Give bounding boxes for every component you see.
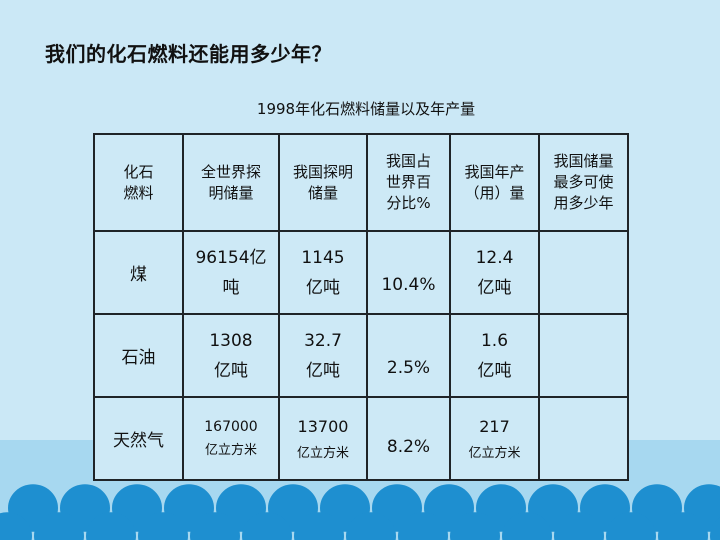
wave-bump xyxy=(398,512,448,540)
cell-china-reserve: 1145 亿吨 xyxy=(278,230,368,315)
wave-bump xyxy=(34,512,84,540)
table-row-coal: 煤 96154亿 吨 1145 亿吨 10.4% xyxy=(93,230,629,315)
china-unit: 亿吨 xyxy=(305,360,340,381)
table-row-oil: 石油 1308 亿吨 32.7 亿吨 2.5% xyxy=(93,313,629,398)
cell-china-reserve: 32.7 亿吨 xyxy=(278,313,368,398)
fuel-reserve-table: 化石 燃料 全世界探 明储量 我国探明 储量 xyxy=(93,133,629,481)
wave-row-front xyxy=(0,512,720,540)
wave-bump xyxy=(606,512,656,540)
cell-annual-output: 12.4 亿吨 xyxy=(449,230,540,315)
cell-share-percent: 10.4% xyxy=(366,230,451,315)
wave-bump xyxy=(86,512,136,540)
header-fuel-line1: 化石 xyxy=(123,162,154,181)
wave-bump xyxy=(294,512,344,540)
wave-bump xyxy=(138,512,188,540)
world-value: 167000 xyxy=(204,418,258,435)
cell-annual-output: 217 亿立方米 xyxy=(449,396,540,481)
wave-bump xyxy=(0,512,32,540)
table-row-natural-gas: 天然气 167000 亿立方米 13700 亿立方米 8.2% xyxy=(93,396,629,481)
header-fuel: 化石 燃料 xyxy=(93,133,184,232)
china-value: 32.7 xyxy=(304,330,342,351)
cell-world-reserve: 167000 亿立方米 xyxy=(182,396,280,481)
cell-world-reserve: 1308 亿吨 xyxy=(182,313,280,398)
annual-value: 217 xyxy=(479,416,510,436)
share-percent: 2.5% xyxy=(386,357,431,378)
wave-decoration xyxy=(0,484,720,540)
header-share-percent: 我国占 世界百 分比% xyxy=(366,133,451,232)
header-share-line3: 分比% xyxy=(386,194,431,212)
cell-annual-output: 1.6 亿吨 xyxy=(449,313,540,398)
annual-value: 1.6 xyxy=(480,330,509,351)
annual-value: 12.4 xyxy=(475,247,514,268)
annual-unit: 亿吨 xyxy=(477,277,512,298)
header-years-line3: 用多少年 xyxy=(553,194,614,212)
cell-world-reserve: 96154亿 吨 xyxy=(182,230,280,315)
header-china-line2: 储量 xyxy=(307,183,338,202)
row-fuel-name: 天然气 xyxy=(93,396,184,481)
header-fuel-line2: 燃料 xyxy=(123,183,154,202)
share-percent: 10.4% xyxy=(381,274,436,295)
header-years-line2: 最多可使 xyxy=(553,173,614,191)
header-china-line1: 我国探明 xyxy=(292,162,353,181)
header-annual-line1: 我国年产 xyxy=(464,162,525,181)
wave-bump xyxy=(502,512,552,540)
table-caption: 1998年化石燃料储量以及年产量 xyxy=(256,100,476,118)
header-share-line2: 世界百 xyxy=(385,173,431,191)
header-china-reserve: 我国探明 储量 xyxy=(278,133,368,232)
header-years-left: 我国储量 最多可使 用多少年 xyxy=(538,133,629,232)
world-value: 1308 xyxy=(209,330,253,351)
slide-title: 我们的化石燃料还能用多少年？ xyxy=(45,42,332,66)
cell-share-percent: 2.5% xyxy=(366,313,451,398)
cell-china-reserve: 13700 亿立方米 xyxy=(278,396,368,481)
cell-years-left xyxy=(538,230,629,315)
header-share-line1: 我国占 xyxy=(385,152,431,170)
header-annual-line2: （用）量 xyxy=(464,183,525,202)
wave-bump xyxy=(554,512,604,540)
share-percent: 8.2% xyxy=(386,436,431,457)
header-world-line2: 明储量 xyxy=(208,183,254,202)
wave-bump xyxy=(450,512,500,540)
wave-bump xyxy=(242,512,292,540)
wave-bump xyxy=(190,512,240,540)
table-container: 化石 燃料 全世界探 明储量 我国探明 储量 xyxy=(93,133,629,481)
row-fuel-name: 石油 xyxy=(93,313,184,398)
wave-bump xyxy=(710,517,720,540)
world-unit: 吨 xyxy=(222,277,240,298)
china-unit: 亿吨 xyxy=(305,277,340,298)
cell-years-left xyxy=(538,313,629,398)
china-value: 1145 xyxy=(301,247,345,268)
world-value: 96154亿 xyxy=(195,247,267,268)
china-unit: 亿立方米 xyxy=(296,445,349,461)
annual-unit: 亿吨 xyxy=(477,360,512,381)
china-value: 13700 xyxy=(297,416,349,436)
world-unit: 亿立方米 xyxy=(204,442,257,458)
world-unit: 亿吨 xyxy=(213,360,248,381)
header-world-line1: 全世界探 xyxy=(200,162,261,181)
cell-share-percent: 8.2% xyxy=(366,396,451,481)
annual-unit: 亿立方米 xyxy=(468,445,521,461)
header-annual-output: 我国年产 （用）量 xyxy=(449,133,540,232)
table-header-row: 化石 燃料 全世界探 明储量 我国探明 储量 xyxy=(93,133,629,232)
header-years-line1: 我国储量 xyxy=(553,152,614,170)
wave-bump xyxy=(346,512,396,540)
row-fuel-name: 煤 xyxy=(93,230,184,315)
header-world-reserve: 全世界探 明储量 xyxy=(182,133,280,232)
wave-bump xyxy=(658,512,708,540)
cell-years-left xyxy=(538,396,629,481)
